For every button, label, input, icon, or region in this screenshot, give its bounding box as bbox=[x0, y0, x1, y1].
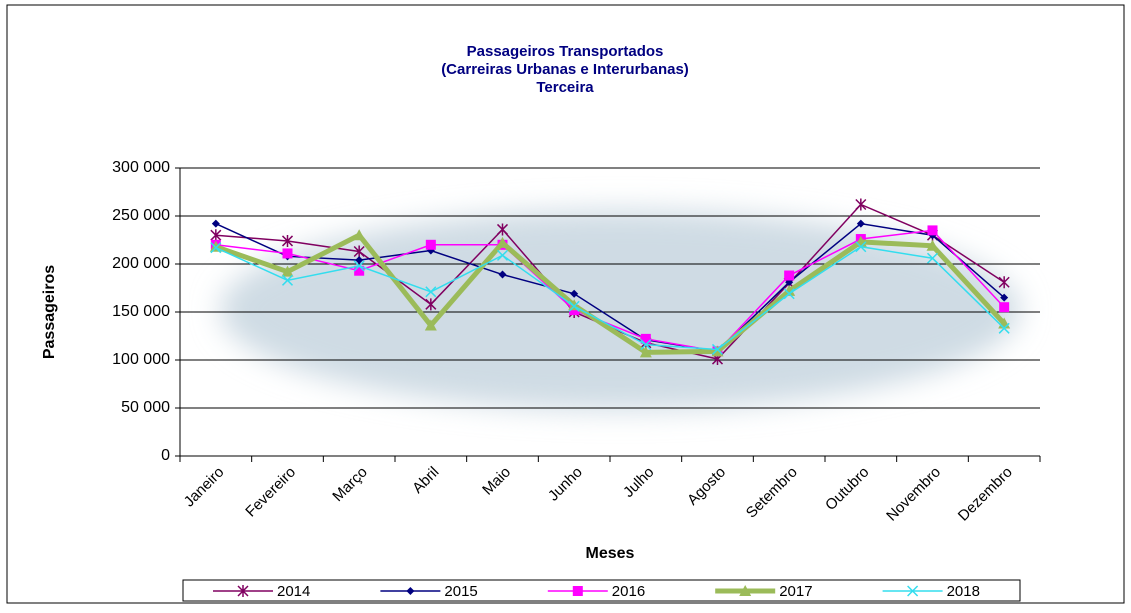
data-point bbox=[353, 260, 365, 272]
data-point bbox=[353, 229, 366, 241]
legend-label: 2017 bbox=[779, 583, 812, 600]
data-point bbox=[568, 300, 580, 312]
data-point bbox=[711, 345, 724, 357]
data-point bbox=[496, 223, 509, 236]
data-point bbox=[926, 252, 939, 264]
data-point bbox=[998, 322, 1010, 334]
data-point bbox=[711, 343, 724, 355]
chart-title: Passageiros Transportados bbox=[467, 43, 664, 60]
data-point bbox=[425, 239, 436, 250]
y-tick-label: 100 000 bbox=[112, 351, 170, 368]
data-point bbox=[783, 288, 795, 300]
data-point bbox=[210, 229, 222, 242]
x-axis-label: Meses bbox=[586, 545, 635, 562]
background-shape bbox=[220, 210, 1020, 410]
data-point bbox=[640, 339, 652, 351]
legend-marker bbox=[572, 586, 583, 596]
y-tick-label: 200 000 bbox=[112, 255, 170, 272]
data-point bbox=[999, 302, 1010, 313]
y-tick-label: 0 bbox=[161, 447, 170, 464]
data-point bbox=[570, 289, 579, 298]
data-point bbox=[353, 245, 365, 258]
series-line bbox=[215, 232, 1007, 355]
data-point bbox=[498, 270, 507, 279]
data-point bbox=[856, 219, 865, 228]
chart-title: (Carreiras Urbanas e Interurbanas) bbox=[441, 61, 689, 78]
y-tick-label: 250 000 bbox=[112, 207, 170, 224]
data-point bbox=[281, 274, 294, 286]
legend-label: 2018 bbox=[947, 583, 980, 600]
data-point bbox=[282, 248, 293, 259]
legend-label: 2015 bbox=[444, 583, 477, 600]
series-line bbox=[215, 222, 1005, 353]
data-point bbox=[926, 239, 939, 251]
data-point bbox=[783, 284, 796, 296]
data-point bbox=[927, 225, 938, 236]
data-point bbox=[425, 286, 437, 298]
legend-marker bbox=[237, 585, 249, 597]
data-point bbox=[424, 319, 437, 331]
data-point bbox=[640, 333, 651, 344]
data-point bbox=[784, 270, 795, 281]
data-point bbox=[425, 298, 437, 311]
data-point bbox=[1000, 293, 1009, 302]
legend-marker bbox=[907, 585, 919, 597]
y-tick-label: 50 000 bbox=[121, 399, 170, 416]
series-line bbox=[215, 245, 1005, 351]
y-axis-label: Passageiros bbox=[41, 265, 58, 359]
chart-title: Terceira bbox=[536, 79, 594, 96]
data-point bbox=[855, 198, 867, 211]
data-point bbox=[354, 265, 365, 276]
data-point bbox=[355, 256, 364, 265]
data-point bbox=[496, 236, 509, 248]
data-point bbox=[496, 249, 509, 261]
legend-label: 2014 bbox=[277, 583, 310, 600]
data-point bbox=[998, 276, 1010, 289]
data-point bbox=[211, 219, 220, 228]
legend-marker bbox=[739, 585, 752, 596]
data-point bbox=[639, 346, 652, 358]
legend-label: 2016 bbox=[612, 583, 645, 600]
data-point bbox=[855, 241, 867, 253]
legend-marker bbox=[406, 587, 415, 595]
y-tick-label: 150 000 bbox=[112, 303, 170, 320]
data-point bbox=[210, 242, 222, 254]
data-point bbox=[281, 234, 294, 247]
data-point bbox=[281, 265, 294, 277]
y-tick-label: 300 000 bbox=[112, 159, 170, 176]
